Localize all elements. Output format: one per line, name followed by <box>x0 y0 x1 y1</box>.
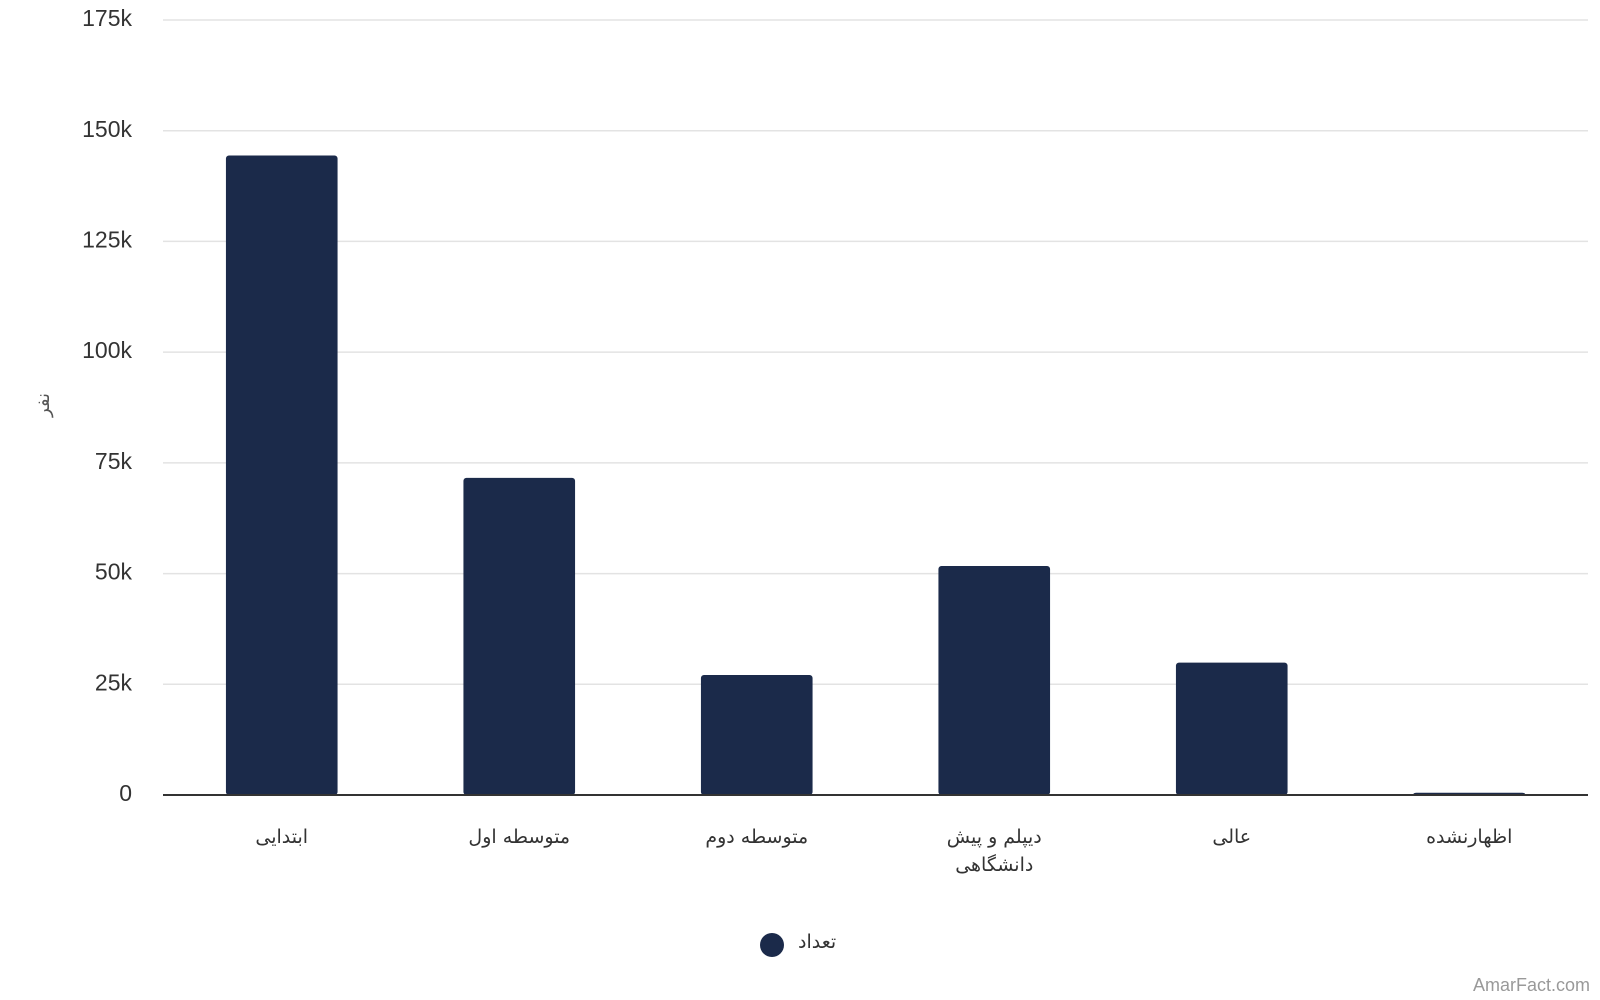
y-tick-label: 50k <box>95 559 133 585</box>
legend-marker <box>760 933 784 957</box>
y-tick-label: 0 <box>119 780 132 806</box>
x-tick-label: متوسطه اول <box>468 826 571 848</box>
y-axis-label: نفر <box>33 393 54 418</box>
bar <box>938 566 1051 795</box>
legend-label: تعداد <box>798 931 837 953</box>
x-tick-label: عالی <box>1212 826 1252 848</box>
y-tick-label: 25k <box>95 669 133 695</box>
y-tick-label: 175k <box>82 5 132 31</box>
bar <box>700 674 813 795</box>
y-tick-label: 100k <box>82 337 132 363</box>
x-tick-label: دیپلم و پیش دانشگاهی <box>946 826 1042 876</box>
x-tick-label: ابتدایی <box>255 826 309 848</box>
y-tick-label: 75k <box>95 448 133 474</box>
y-tick-label: 150k <box>82 116 132 142</box>
bar <box>1175 662 1288 795</box>
x-tick-label: اظهارنشده <box>1426 826 1513 848</box>
bar <box>463 477 576 795</box>
credit: AmarFact.com <box>1472 975 1590 995</box>
y-tick-label: 125k <box>82 227 132 253</box>
x-tick-label: متوسطه دوم <box>705 826 809 848</box>
bar <box>225 155 338 795</box>
